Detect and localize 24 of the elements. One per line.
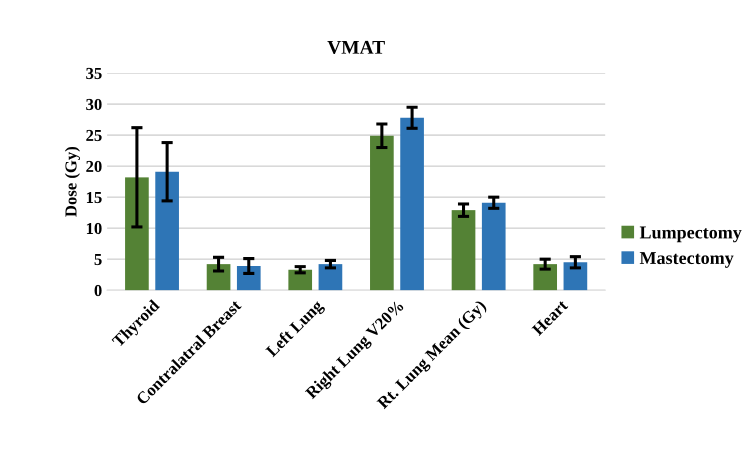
bar [370,136,394,290]
bar [564,262,588,290]
legend-label: Lumpectomy [640,226,742,242]
bar [482,202,506,290]
bar [400,118,424,290]
y-tick-label: 20 [86,160,102,172]
bar [288,270,312,290]
bar [533,264,558,290]
bar [236,266,261,290]
y-axis-title: Dose (Gy) [64,146,80,217]
chart-title: VMAT [327,40,385,54]
y-tick-label: 0 [94,284,102,296]
legend-label: Mastectomy [640,252,734,268]
y-tick-label: 15 [86,192,102,204]
y-tick-label: 35 [86,68,102,80]
bar [318,264,342,290]
bar [125,177,149,290]
y-tick-label: 25 [86,130,102,142]
y-tick-label: 5 [94,254,102,266]
y-tick-label: 10 [86,222,102,234]
bar [452,210,476,290]
bar [155,172,179,290]
y-tick-label: 30 [86,98,102,110]
bar [206,264,230,290]
